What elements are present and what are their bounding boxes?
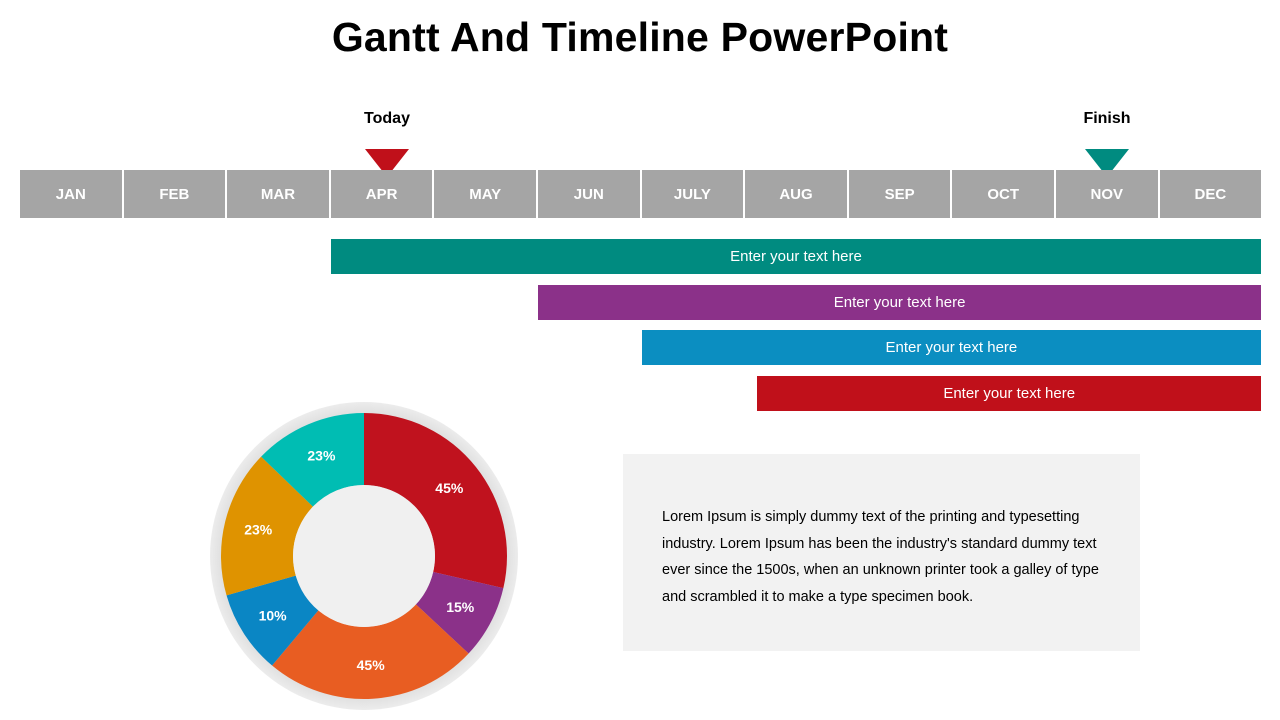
donut-slice-label-2: 15% (446, 599, 475, 615)
month-oct: OCT (952, 170, 1054, 218)
donut-slice-2 (415, 571, 504, 654)
donut-slice-label-5: 23% (244, 522, 273, 538)
month-dec: DEC (1159, 170, 1262, 218)
month-feb: FEB (123, 170, 226, 218)
today-label: Today (364, 110, 410, 127)
gantt-bar-1: Enter your text here (330, 239, 1262, 274)
description-text: Lorem Ipsum is simply dummy text of the … (662, 509, 1099, 605)
month-jan: JAN (20, 170, 122, 218)
donut-slice-label-4: 10% (259, 607, 288, 623)
month-aug: AUG (745, 170, 847, 218)
description-box: Lorem Ipsum is simply dummy text of the … (623, 454, 1140, 651)
month-timeline: JAN FEB MAR APR MAY JUN JULY AUG SEP OCT NOV DEC (20, 170, 1262, 218)
donut-slice-label-6: 23% (307, 448, 336, 464)
slide-title: Gantt And Timeline PowerPoint (331, 14, 949, 60)
month-jun: JUN (538, 170, 640, 218)
gantt-bar-4: Enter your text here (757, 376, 1262, 411)
month-sep: SEP (848, 170, 951, 218)
donut-slice-label-1: 45% (435, 480, 464, 496)
finish-label: Finish (1083, 110, 1131, 127)
donut-hole (293, 485, 435, 627)
month-nov: NOV (1056, 170, 1158, 218)
gantt-bar-3: Enter your text here (641, 330, 1262, 365)
donut-slice-5 (221, 456, 313, 596)
month-july: JULY (641, 170, 744, 218)
donut-slice-1 (364, 413, 507, 589)
gantt-bar-2: Enter your text here (538, 285, 1262, 320)
donut-slice-4 (226, 575, 319, 666)
month-mar: MAR (227, 170, 329, 218)
donut-chart-svg: 45% 15% 45% 10% 23% 23% (210, 402, 518, 710)
month-may: MAY (434, 170, 536, 218)
donut-slice-label-3: 45% (357, 657, 386, 673)
donut-chart: 45% 15% 45% 10% 23% 23% (207, 399, 521, 713)
donut-slice-6 (261, 413, 364, 507)
donut-slice-3 (272, 604, 469, 699)
month-apr: APR (330, 170, 433, 218)
